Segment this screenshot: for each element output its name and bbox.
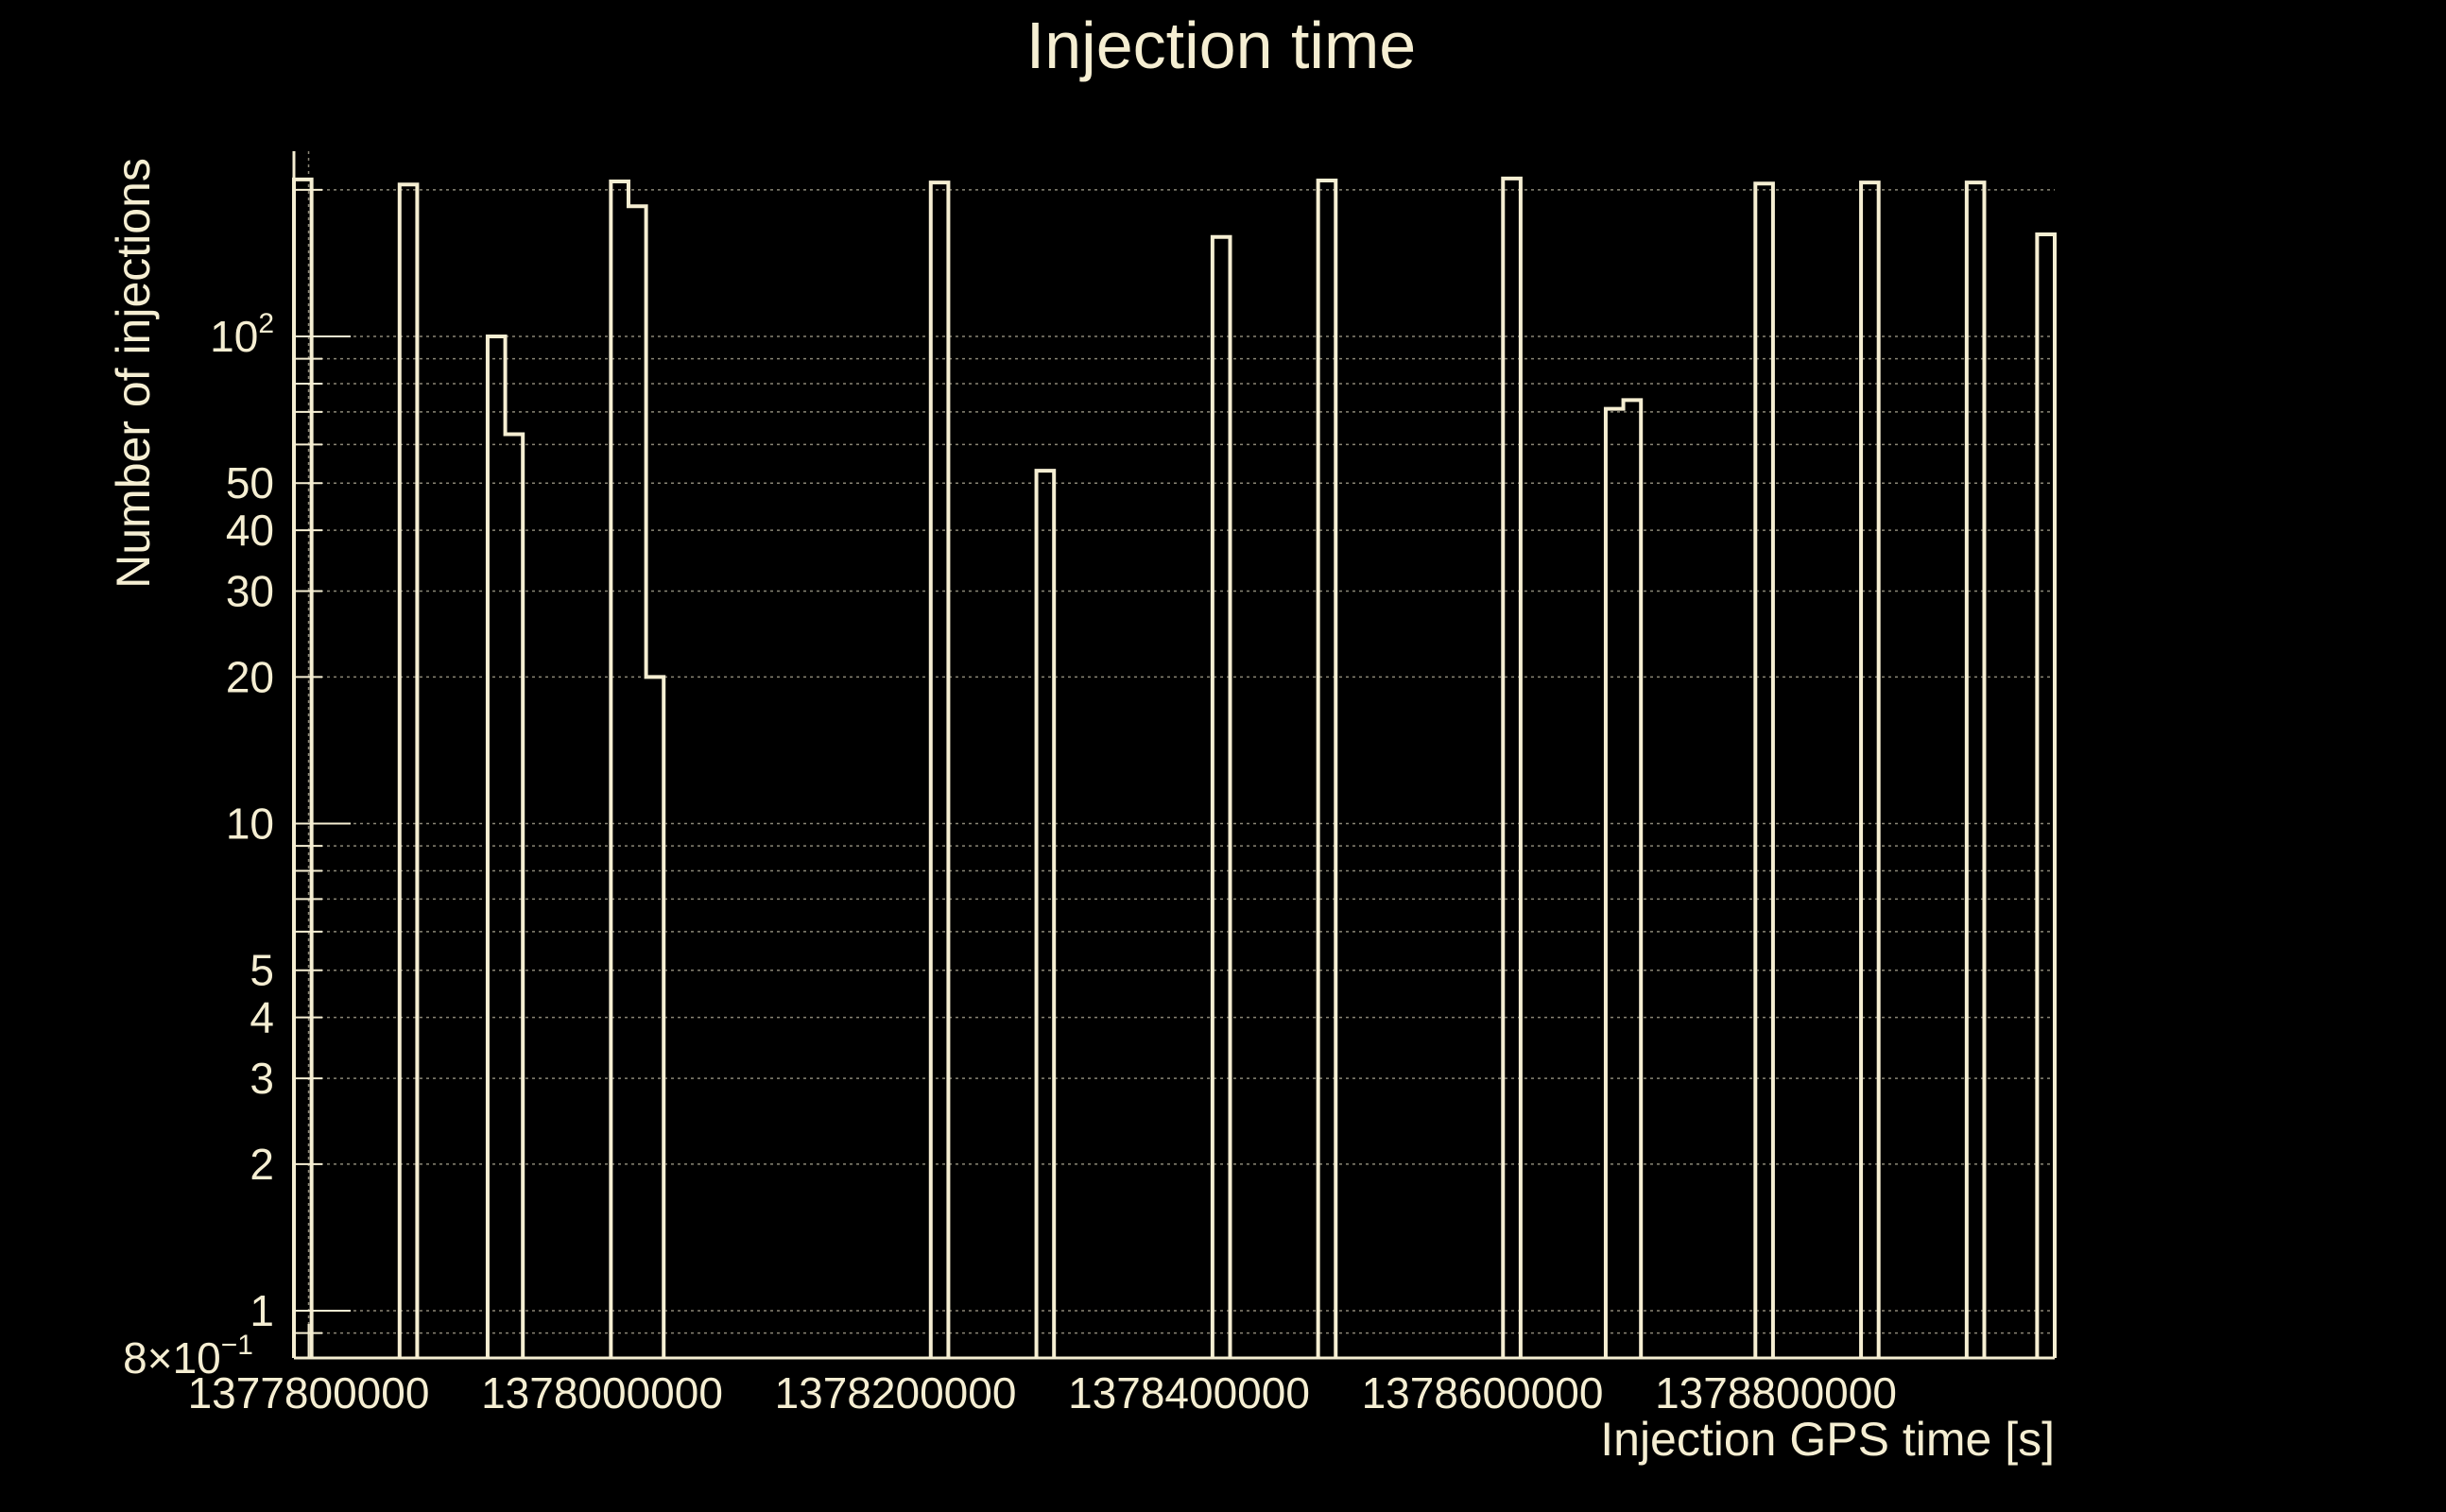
y-tick-label: 50 bbox=[226, 458, 274, 507]
tick-marks bbox=[294, 188, 351, 1359]
y-tick-label-min: 8×10−1 bbox=[123, 1330, 253, 1383]
x-tick-label: 1378400000 bbox=[1068, 1368, 1310, 1418]
x-tick-label: 1378000000 bbox=[481, 1368, 723, 1418]
y-tick-label: 20 bbox=[226, 652, 274, 701]
x-tick-label: 1377800000 bbox=[188, 1368, 430, 1418]
y-axis-label: Number of injections bbox=[107, 158, 160, 589]
x-tick-labels: 1377800000 1378000000 1378200000 1378400000… bbox=[188, 1368, 1897, 1418]
y-tick-label: 5 bbox=[250, 946, 274, 995]
y-tick-label: 10 bbox=[226, 799, 274, 849]
x-axis-label: Injection GPS time [s] bbox=[1600, 1413, 2055, 1466]
y-tick-label: 30 bbox=[226, 567, 274, 616]
y-tick-label: 1 bbox=[250, 1286, 274, 1335]
y-tick-label: 40 bbox=[226, 506, 274, 555]
grid-lines bbox=[294, 151, 2055, 1359]
y-tick-label: 3 bbox=[250, 1054, 274, 1103]
y-tick-label: 2 bbox=[250, 1140, 274, 1189]
x-tick-label: 1378600000 bbox=[1362, 1368, 1604, 1418]
y-tick-label: 4 bbox=[250, 993, 274, 1042]
histogram-outline bbox=[292, 176, 2057, 1358]
chart-title: Injection time bbox=[1026, 9, 1416, 82]
y-tick-label-power: 102 bbox=[210, 308, 274, 361]
x-tick-label: 1378200000 bbox=[775, 1368, 1017, 1418]
plot-axes bbox=[292, 151, 2055, 1360]
x-tick-label: 1378800000 bbox=[1655, 1368, 1897, 1418]
